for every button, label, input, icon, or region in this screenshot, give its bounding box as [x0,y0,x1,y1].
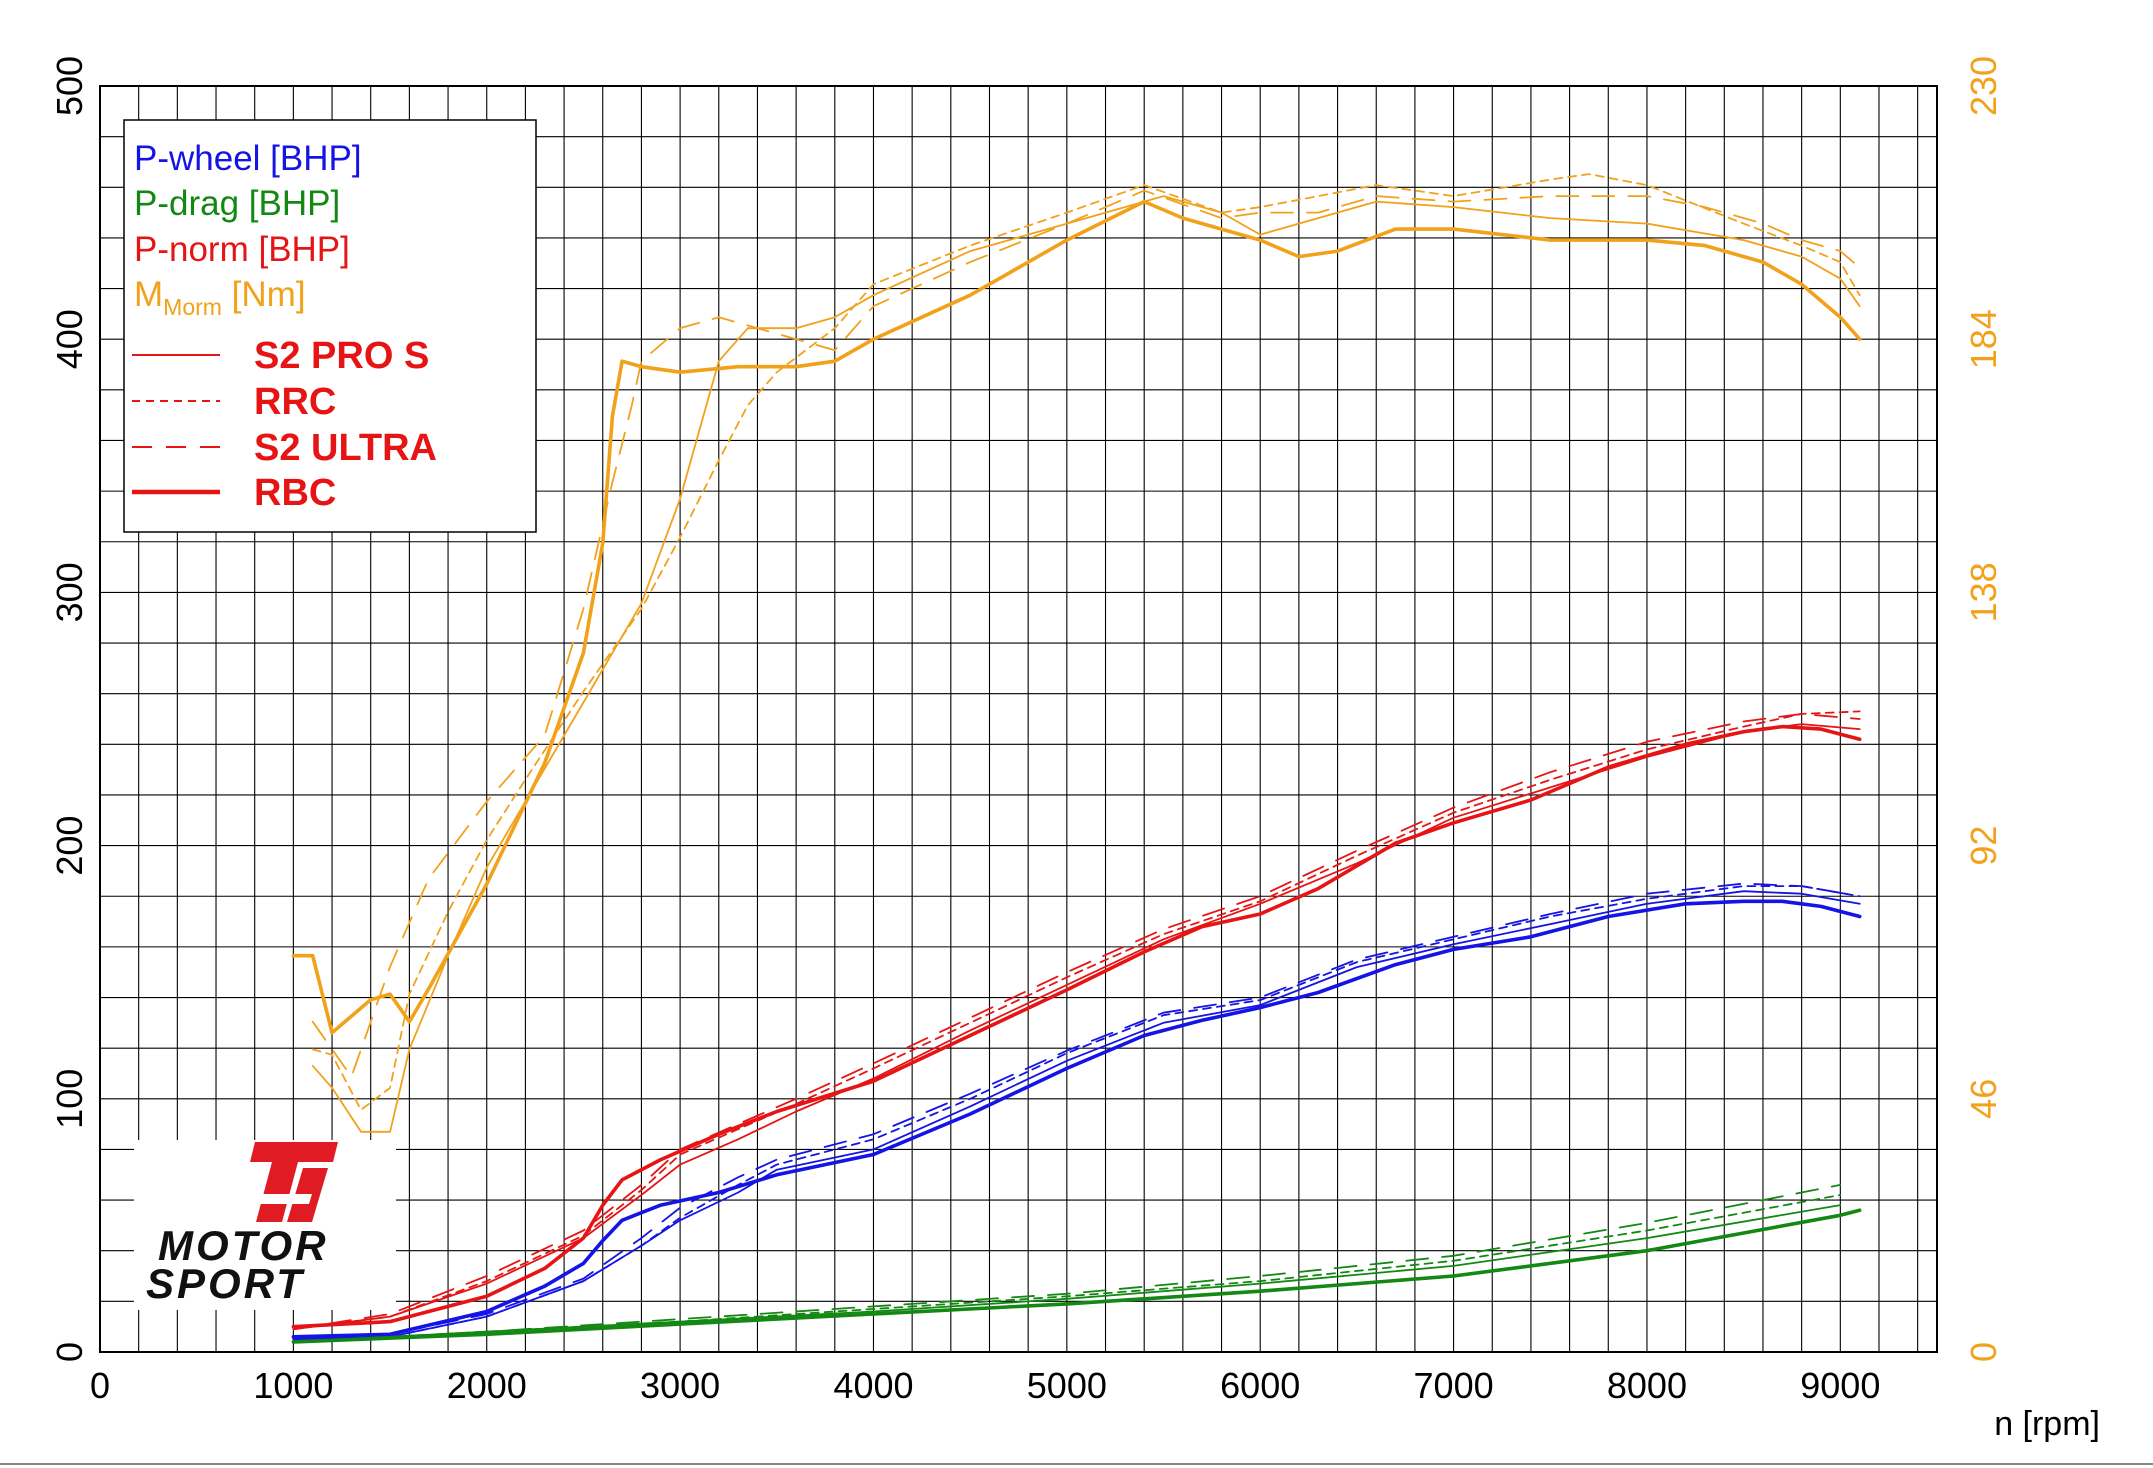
series-p-norm-s2-ultra [292,713,1861,1331]
legend-box [123,119,537,533]
plot-frame [99,85,1938,1353]
x-tick-label: 9000 [1800,1365,1880,1406]
series-p-drag-rbc [291,1208,1862,1344]
series-m-norm-s2-ultra [311,189,1861,1078]
legend-m-norm: MMorm [Nm] [134,275,306,320]
legend: P-wheel [BHP] P-drag [BHP] P-norm [BHP] … [123,119,537,533]
legend-run-rbc: RBC [254,472,336,514]
series-p-wheel-s2-ultra [292,882,1861,1341]
y-tick-label: 0 [49,1342,90,1362]
legend-run-rrc: RRC [254,381,336,423]
x-tick-label: 7000 [1414,1365,1494,1406]
legend-p-drag: P-drag [BHP] [134,184,340,223]
x-tick-label: 0 [90,1365,110,1406]
x-tick-label: 8000 [1607,1365,1687,1406]
x-tick-label: 6000 [1220,1365,1300,1406]
y2-tick-label: 184 [1963,309,2004,369]
x-tick-label: 3000 [640,1365,720,1406]
y2-tick-label: 0 [1963,1342,2004,1362]
x-axis-label: n [rpm] [1994,1405,2100,1443]
series-p-drag-s2-ultra [292,1184,1842,1343]
legend-p-norm: P-norm [BHP] [134,230,350,269]
legend-run-s2-pro-s: S2 PRO S [254,335,429,377]
series-p-wheel-rbc [291,899,1862,1339]
y2-axis-ticks: 0 46 92 138 184 230 [1963,56,2004,1362]
x-tick-label: 1000 [253,1365,333,1406]
y-tick-label: 100 [49,1069,90,1129]
ti-motorsport-logo: MOTOR SPORT [134,1140,396,1310]
legend-m-norm-unit: [Nm] [222,275,306,314]
legend-run-s2-ultra: S2 ULTRA [254,427,437,469]
logo-background [134,1140,396,1310]
y2-tick-label: 46 [1963,1079,2004,1119]
series-p-wheel-rrc [292,885,1861,1341]
y2-tick-label: 230 [1963,56,2004,116]
y-axis-ticks: 0 100 200 300 400 500 [49,56,90,1362]
x-tick-label: 2000 [447,1365,527,1406]
y-tick-label: 300 [49,562,90,622]
y-tick-label: 200 [49,816,90,876]
legend-p-wheel: P-wheel [BHP] [134,139,362,178]
y2-tick-label: 92 [1963,826,2004,866]
series-p-norm-s2-pro-s [292,723,1861,1331]
logo-word-sport: SPORT [146,1260,305,1307]
series-p-norm-rrc [292,710,1861,1331]
x-tick-label: 4000 [833,1365,913,1406]
logo-word-motor: MOTOR [158,1222,329,1269]
y2-tick-label: 138 [1963,562,2004,622]
x-axis-ticks: 0 1000 2000 3000 4000 5000 6000 7000 8000 9000 [90,1365,1880,1406]
y-tick-label: 400 [49,309,90,369]
logo-stripe [233,1194,312,1204]
series-m-norm-rrc [311,173,1861,1111]
series-layer [291,173,1862,1344]
y-tick-label: 500 [49,56,90,116]
series-m-norm-rbc [291,199,1862,1035]
x-tick-label: 5000 [1027,1365,1107,1406]
legend-m-norm-symbol: M [134,275,163,314]
legend-m-norm-subscript: Morm [163,294,222,320]
